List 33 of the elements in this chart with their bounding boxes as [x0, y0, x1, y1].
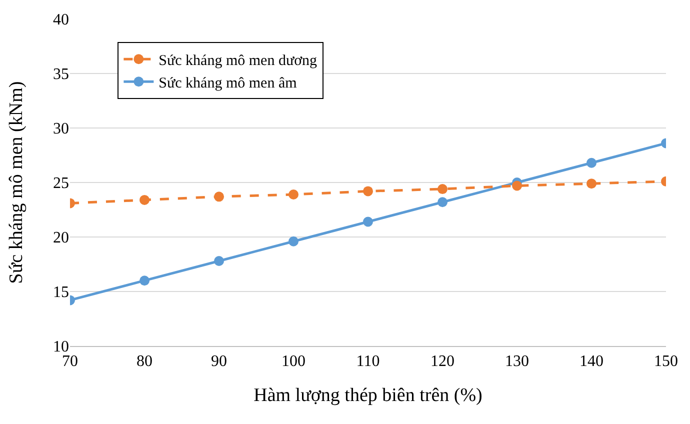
legend-label: Sức kháng mô men dương	[158, 52, 318, 69]
point	[438, 184, 448, 194]
point	[288, 189, 298, 200]
x-axis-title: Hàm lượng thép biên trên (%)	[254, 385, 482, 406]
y-axis-title: Sức kháng mô men (kNm)	[6, 81, 27, 284]
x-tick-label: 120	[430, 353, 454, 370]
x-tick-label: 150	[654, 353, 678, 370]
x-tick-label: 80	[136, 353, 152, 370]
legend-label: Sức kháng mô men âm	[158, 75, 298, 92]
y-tick-label: 30	[53, 120, 69, 138]
point	[438, 197, 448, 208]
x-tick-label: 140	[580, 353, 604, 370]
point	[214, 256, 224, 266]
point	[140, 194, 150, 205]
point	[214, 192, 224, 202]
x-tick-label: 70	[62, 353, 78, 370]
point	[586, 158, 596, 168]
point	[363, 216, 373, 227]
y-tick-label: 10	[53, 338, 69, 356]
y-tick-label: 15	[53, 284, 69, 302]
x-tick-label: 130	[505, 353, 529, 370]
point	[512, 180, 522, 191]
x-tick-label: 90	[211, 353, 227, 370]
x-tick-label: 110	[356, 353, 380, 370]
y-tick-label: 40	[53, 12, 69, 29]
y-tick-label: 35	[53, 66, 69, 84]
point	[363, 186, 373, 196]
point	[288, 236, 298, 246]
point	[586, 178, 596, 189]
x-tick-label: 100	[282, 353, 306, 370]
point	[140, 276, 150, 286]
y-tick-label: 20	[53, 230, 69, 247]
y-tick-label: 25	[53, 175, 69, 192]
